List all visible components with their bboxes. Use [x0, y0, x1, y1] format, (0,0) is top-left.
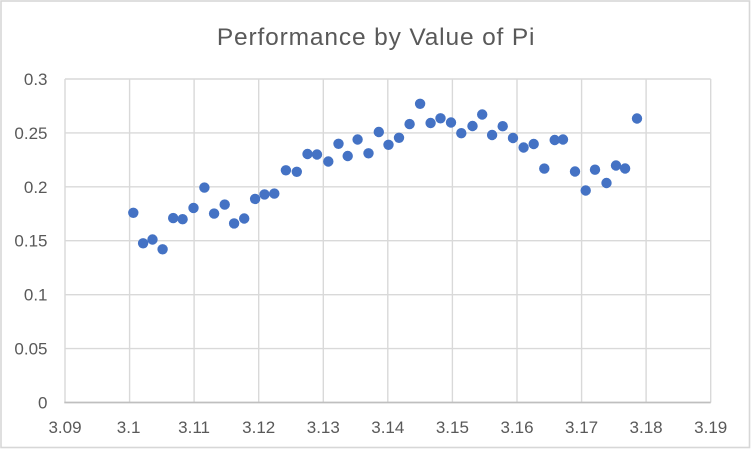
- svg-text:0.05: 0.05: [14, 340, 47, 359]
- svg-text:3.13: 3.13: [307, 418, 340, 437]
- svg-text:0.2: 0.2: [24, 178, 48, 197]
- svg-text:3.14: 3.14: [371, 418, 404, 437]
- svg-text:3.17: 3.17: [565, 418, 598, 437]
- svg-text:3.19: 3.19: [694, 418, 727, 437]
- svg-text:3.11: 3.11: [178, 418, 210, 437]
- svg-text:3.1: 3.1: [117, 418, 141, 437]
- svg-text:3.15: 3.15: [436, 418, 469, 437]
- svg-text:3.16: 3.16: [500, 418, 533, 437]
- svg-text:0.1: 0.1: [24, 286, 48, 305]
- svg-text:3.18: 3.18: [630, 418, 663, 437]
- svg-text:0: 0: [38, 394, 47, 413]
- svg-text:Performance by Value of Pi: Performance by Value of Pi: [217, 24, 536, 51]
- svg-text:0.15: 0.15: [14, 232, 47, 251]
- svg-text:3.12: 3.12: [242, 418, 275, 437]
- svg-text:3.09: 3.09: [48, 418, 81, 437]
- svg-text:0.25: 0.25: [14, 124, 47, 143]
- svg-text:0.3: 0.3: [24, 70, 48, 89]
